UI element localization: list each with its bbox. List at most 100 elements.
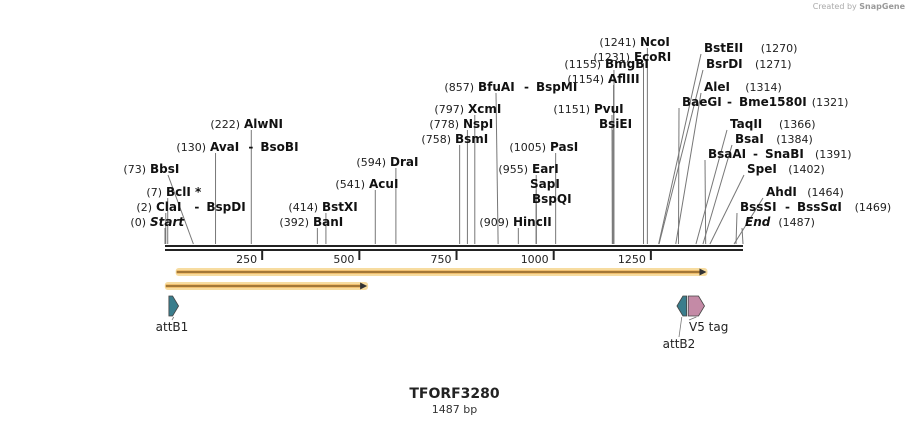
site-name: TaqII <box>730 117 762 131</box>
site-label: (1005) PasI <box>509 140 578 154</box>
site-position: (130) <box>176 141 206 154</box>
site-name: BssSI <box>740 200 777 214</box>
site-leader-line <box>675 92 702 245</box>
site-label: AleI (1314) <box>704 80 782 94</box>
site-position: (1469) <box>855 201 892 214</box>
site-label: (130) AvaI - BsoBI <box>176 140 298 154</box>
site-labels: (0) Start(2) ClaI - BspDI(7) BclI *(73) BbsI (1… <box>123 35 891 229</box>
sequence-backbone <box>165 245 743 251</box>
site-position: (955) <box>498 163 528 176</box>
site-name: BstXI <box>322 200 358 214</box>
backbone-top-strand <box>165 245 743 247</box>
site-position: (1231) <box>593 51 630 64</box>
site-position: (1005) <box>509 141 546 154</box>
site-name: AlwNI <box>244 117 283 131</box>
site-label: BaeGI - Bme1580I (1321) <box>682 95 848 109</box>
site-label: (222) AlwNI <box>210 117 283 131</box>
site-isoschizomer: BspMI <box>536 80 577 94</box>
site-name: HincII <box>513 215 552 229</box>
site-name: EcoRI <box>634 50 671 64</box>
site-position: (1241) <box>599 36 636 49</box>
ruler-tick-label: 500 <box>333 253 354 266</box>
site-position: (1391) <box>815 148 852 161</box>
site-leader-line <box>709 174 745 245</box>
site-position: (758) <box>421 133 451 146</box>
site-label: TaqII (1366) <box>730 117 816 131</box>
site-name: DraI <box>390 155 418 169</box>
feature-leader <box>678 316 683 338</box>
ruler-tick-label: 1250 <box>618 253 646 266</box>
site-label: (7) BclI * <box>146 185 202 199</box>
site-separator: - <box>785 200 790 214</box>
site-position: (909) <box>479 216 509 229</box>
site-label: (1151) PvuI <box>553 102 623 116</box>
site-label: BspQI <box>532 192 572 206</box>
site-position: (1271) <box>755 58 792 71</box>
site-name: AflIII <box>608 72 640 86</box>
site-name: BstEII <box>704 41 743 55</box>
site-leader-line <box>695 129 728 245</box>
site-name: AvaI <box>210 140 239 154</box>
ruler-tick-label: 250 <box>236 253 257 266</box>
site-label: (392) BanI <box>279 215 343 229</box>
site-label: (0) Start <box>130 215 185 229</box>
site-position: (1487) <box>778 216 815 229</box>
map-title: TFORF3280 <box>409 386 500 402</box>
site-isoschizomer: BspDI <box>206 200 245 214</box>
site-name: NcoI <box>640 35 670 49</box>
orf-short <box>164 282 369 290</box>
site-name: BsiEI <box>599 117 632 131</box>
site-label: End (1487) <box>745 215 815 229</box>
site-name: End <box>745 215 771 229</box>
backbone-bottom-strand <box>165 249 743 251</box>
ruler-tick-label: 1000 <box>521 253 549 266</box>
site-name: XcmI <box>468 102 501 116</box>
site-name: BspQI <box>532 192 572 206</box>
orf-arrowhead <box>699 268 707 276</box>
site-label: (778) NspI <box>429 117 493 131</box>
site-label: (2) ClaI - BspDI <box>136 200 245 214</box>
site-name: BmgBI <box>605 57 649 71</box>
orf-arrows <box>164 268 708 290</box>
site-name: BbsI <box>150 162 179 176</box>
site-name: BclI * <box>166 185 202 199</box>
site-name: BsmI <box>455 132 488 146</box>
site-name: AhdI <box>766 185 797 199</box>
feature-shape <box>168 295 180 317</box>
orf-main <box>175 268 708 276</box>
site-position: (73) <box>123 163 146 176</box>
site-position: (1321) <box>812 96 849 109</box>
site-name: ClaI <box>156 200 181 214</box>
site-leader-line <box>658 53 702 245</box>
feature-leader <box>688 316 697 321</box>
site-label: (73) BbsI <box>123 162 179 176</box>
feature-leader <box>171 316 175 321</box>
site-separator: - <box>753 147 758 161</box>
site-label: (1231) EcoRI <box>593 50 671 64</box>
site-label: BsiEI <box>599 117 632 131</box>
site-name: BsrDI <box>706 57 743 71</box>
site-name: PasI <box>550 140 578 154</box>
site-name: BaeGI <box>682 95 722 109</box>
feature-shape <box>687 295 705 317</box>
feature-label: attB2 <box>663 337 696 351</box>
orf-arrowhead <box>360 282 368 290</box>
site-name: BsaAI <box>708 147 746 161</box>
site-label: (955) EarI <box>498 162 558 176</box>
site-leader-line <box>735 212 738 245</box>
site-label: BsrDI (1271) <box>706 57 792 71</box>
site-label: SapI <box>530 177 560 191</box>
site-leader-line <box>658 69 704 245</box>
ruler-ticks: 250 500 750 1000 1250 <box>236 251 652 266</box>
feature-attb1: attB1 <box>156 295 189 334</box>
site-position: (797) <box>434 103 464 116</box>
site-name: Start <box>150 215 185 229</box>
feature-label: attB1 <box>156 320 189 334</box>
site-label: BstEII (1270) <box>704 41 797 55</box>
site-name: AcuI <box>369 177 398 191</box>
site-position: (414) <box>288 201 318 214</box>
site-name: AleI <box>704 80 730 94</box>
site-position: (392) <box>279 216 309 229</box>
site-leader-line <box>741 227 744 245</box>
site-leader-line <box>704 159 707 245</box>
